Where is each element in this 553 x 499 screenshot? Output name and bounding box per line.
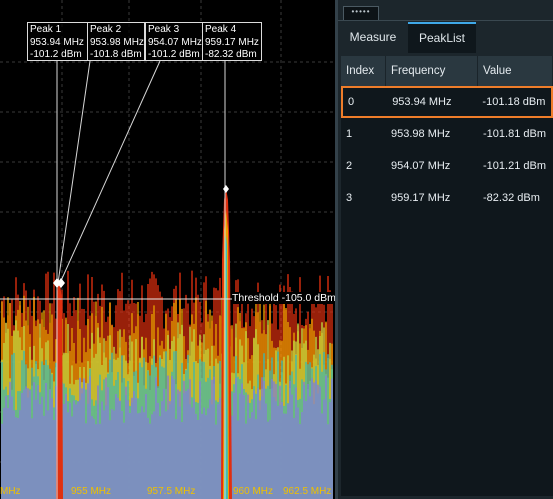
x-tick-1: 955 MHz bbox=[71, 486, 112, 497]
peak-4-frequency: 959.17 MHz bbox=[205, 36, 259, 48]
peak-list-panel: ••••• Measure PeakList Index Frequency V… bbox=[335, 0, 553, 499]
tabs-filler bbox=[476, 22, 553, 53]
peak-1-marker-label: Peak 1 953.94 MHz -101.2 dBm bbox=[27, 22, 88, 61]
peak-1-title: Peak 1 bbox=[30, 24, 62, 35]
column-header-frequency[interactable]: Frequency bbox=[386, 56, 478, 86]
threshold-label: Threshold -105.0 dBm bbox=[232, 292, 335, 304]
table-row[interactable]: 2 954.07 MHz -101.21 dBm bbox=[341, 150, 553, 182]
tab-peaklist[interactable]: PeakList bbox=[408, 22, 476, 53]
row-index: 3 bbox=[346, 192, 353, 204]
peak-4-title: Peak 4 bbox=[205, 24, 237, 35]
panel-top-divider bbox=[338, 20, 553, 21]
spectrum-display[interactable]: Peak 1 953.94 MHz -101.2 dBm Peak 2 953.… bbox=[0, 0, 335, 499]
tab-measure[interactable]: Measure bbox=[338, 22, 408, 53]
row-value: -101.81 dBm bbox=[483, 128, 546, 140]
peak-1-frequency: 953.94 MHz bbox=[30, 36, 84, 48]
row-index: 2 bbox=[346, 160, 353, 172]
table-header: Index Frequency Value bbox=[341, 56, 553, 86]
peak-3-level: -101.2 dBm bbox=[148, 49, 200, 60]
peak-4-marker bbox=[223, 185, 229, 193]
x-tick-4: 962.5 MHz bbox=[283, 486, 332, 497]
table-row[interactable]: 1 953.98 MHz -101.81 dBm bbox=[341, 118, 553, 150]
spectrum-traces bbox=[1, 188, 333, 499]
row-frequency: 959.17 MHz bbox=[391, 192, 451, 204]
peak-4-level: -82.32 dBm bbox=[205, 49, 257, 60]
peak-2-marker-label: Peak 2 953.98 MHz -101.8 dBm bbox=[87, 22, 145, 61]
row-value: -101.18 dBm bbox=[482, 96, 546, 108]
panel-tabs: Measure PeakList bbox=[338, 22, 553, 53]
x-tick-3: 960 MHz bbox=[233, 486, 274, 497]
x-tick-2: 957.5 MHz bbox=[147, 486, 196, 497]
peak-3-leader bbox=[59, 60, 161, 284]
spectrum-plot bbox=[0, 0, 335, 499]
row-value: -82.32 dBm bbox=[483, 192, 540, 204]
row-value: -101.21 dBm bbox=[483, 160, 546, 172]
peak-2-title: Peak 2 bbox=[90, 24, 122, 35]
column-header-index[interactable]: Index bbox=[341, 56, 386, 86]
peak-3-marker-label: Peak 3 954.07 MHz -101.2 dBm bbox=[145, 22, 203, 61]
row-frequency: 953.98 MHz bbox=[391, 128, 451, 140]
panel-drag-handle[interactable]: ••••• bbox=[343, 6, 379, 21]
peak-2-frequency: 953.98 MHz bbox=[90, 36, 144, 48]
row-frequency: 953.94 MHz bbox=[392, 96, 452, 108]
peak-2-marker bbox=[57, 278, 65, 288]
row-frequency: 954.07 MHz bbox=[391, 160, 451, 172]
x-tick-0: MHz bbox=[0, 486, 21, 497]
row-index: 1 bbox=[346, 128, 353, 140]
table-row[interactable]: 0 953.94 MHz -101.18 dBm bbox=[341, 86, 553, 118]
peak-1-spike bbox=[56, 283, 63, 499]
column-header-value[interactable]: Value bbox=[478, 56, 553, 86]
peak-2-level: -101.8 dBm bbox=[90, 49, 142, 60]
peak-list-table: Index Frequency Value 0 953.94 MHz -101.… bbox=[341, 56, 553, 496]
table-row[interactable]: 3 959.17 MHz -82.32 dBm bbox=[341, 182, 553, 214]
peak-3-title: Peak 3 bbox=[148, 24, 180, 35]
peak-4-marker-label: Peak 4 959.17 MHz -82.32 dBm bbox=[202, 22, 262, 61]
row-index: 0 bbox=[348, 96, 355, 108]
peak-1-level: -101.2 dBm bbox=[30, 49, 82, 60]
peak-2-leader bbox=[57, 60, 91, 284]
peak-3-frequency: 954.07 MHz bbox=[148, 36, 202, 48]
